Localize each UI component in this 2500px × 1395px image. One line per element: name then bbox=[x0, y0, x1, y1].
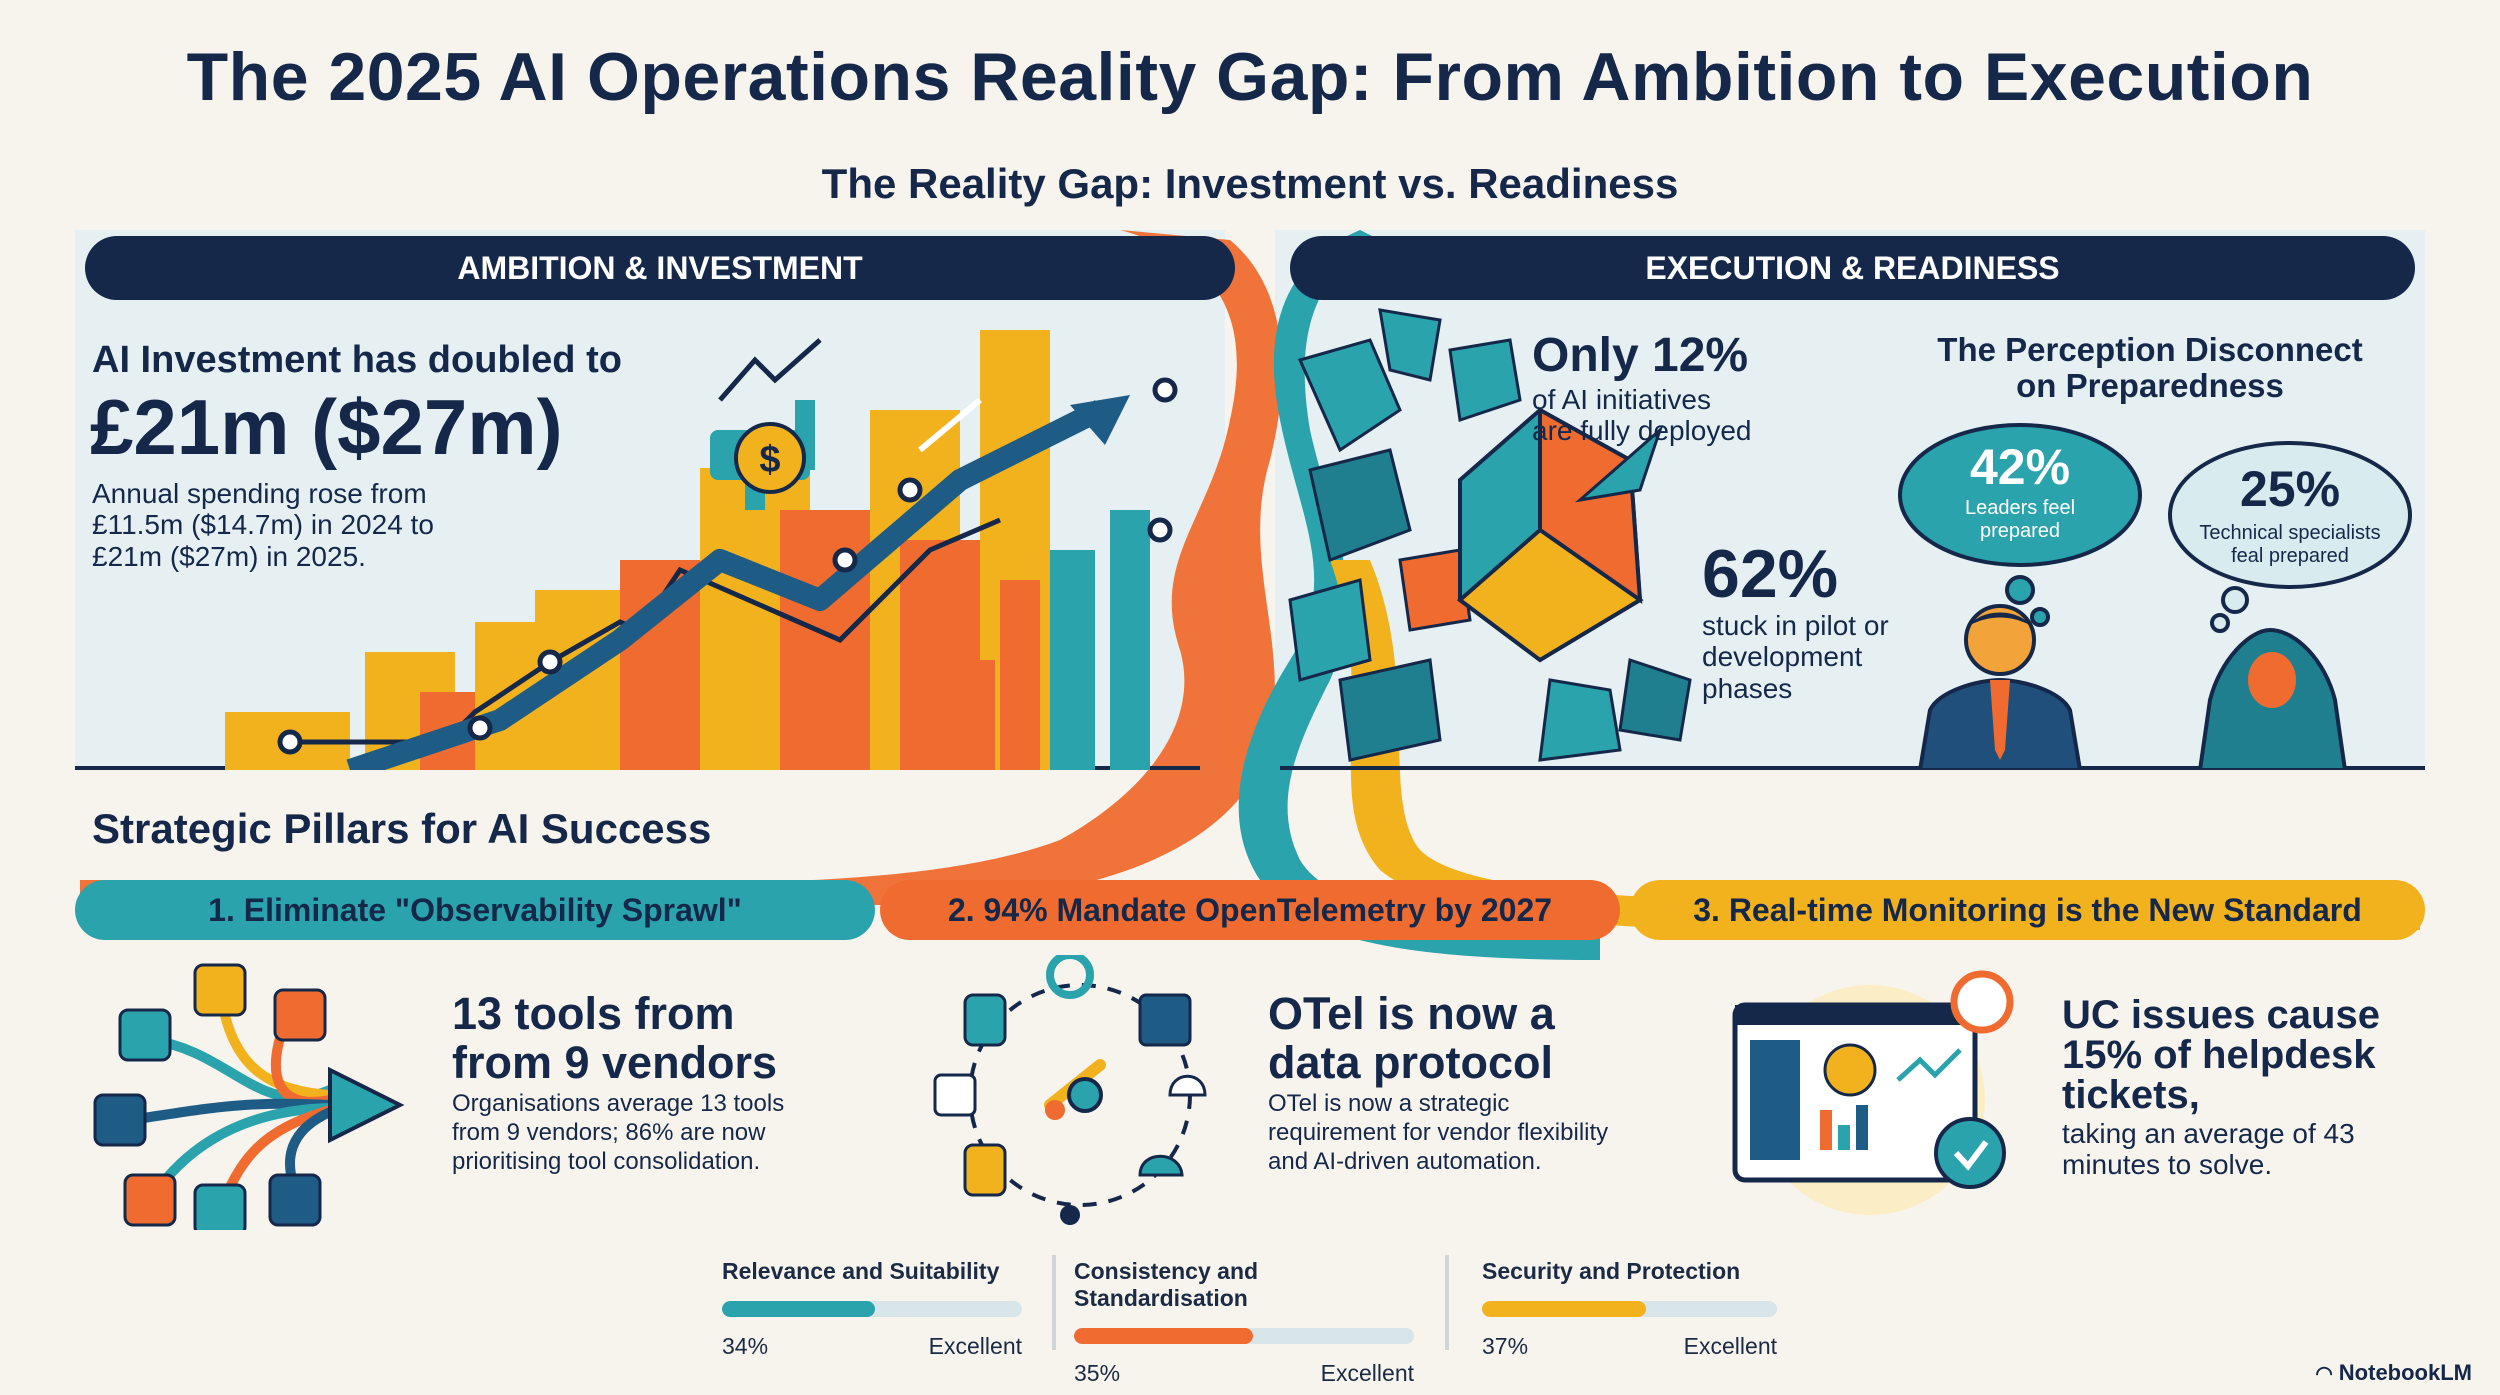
metric-bar-track bbox=[1074, 1328, 1414, 1344]
realtime-dashboard-icon bbox=[1732, 970, 2014, 1215]
metric-value: 34% bbox=[722, 1333, 769, 1359]
notebooklm-brand: ◠ NotebookLM bbox=[2315, 1360, 2472, 1385]
pillar-2-label: 2. 94% Mandate OpenTelemetry by 2027 bbox=[880, 880, 1620, 940]
metric-bar-track bbox=[722, 1301, 1022, 1317]
metric-label: Security and Protection bbox=[1482, 1258, 1741, 1284]
leaders-text: Leaders feel prepared bbox=[1964, 497, 2076, 542]
metric-rating: Excellent bbox=[928, 1333, 1022, 1359]
metric-bar-fill bbox=[1482, 1301, 1646, 1317]
leaders-value: 42% bbox=[1969, 439, 2071, 495]
metric-value: 37% bbox=[1482, 1333, 1529, 1359]
execution-banner: EXECUTION & READINESS bbox=[1290, 236, 2415, 300]
pillar-1-label: 1. Eliminate "Observability Sprawl" bbox=[75, 880, 875, 940]
investment-headline-small: AI Investment has doubled to bbox=[92, 339, 622, 381]
tool-sprawl-icon bbox=[93, 963, 405, 1230]
pilot-stat-text: stuck in pilot or development phases bbox=[1702, 610, 1889, 704]
svg-text:$: $ bbox=[759, 439, 780, 481]
subtitle: The Reality Gap: Investment vs. Readines… bbox=[821, 160, 1679, 207]
metric-divider bbox=[1445, 1255, 1449, 1350]
metric-rating: Excellent bbox=[1320, 1360, 1414, 1386]
people-figures bbox=[1917, 604, 2348, 770]
pillar-3-label: 3. Real-time Monitoring is the New Stand… bbox=[1630, 880, 2425, 940]
tech-text: Technical specialists feal prepared bbox=[2199, 522, 2381, 567]
metric-rating: Excellent bbox=[1683, 1333, 1777, 1359]
tech-value: 25% bbox=[2239, 461, 2341, 517]
opentelemetry-icon bbox=[933, 955, 1207, 1225]
thought-clouds bbox=[1898, 423, 2412, 633]
metric-consistency: Consistency and Standardisation 35% Exce… bbox=[1074, 1258, 1424, 1387]
shattered-cube-illustration bbox=[1288, 308, 1692, 762]
metric-bar-track bbox=[1482, 1301, 1777, 1317]
metric-bar-fill bbox=[1074, 1328, 1253, 1344]
metric-security: Security and Protection 37% Excellent bbox=[1482, 1258, 1777, 1360]
perception-title: The Perception Disconnect on Preparednes… bbox=[1937, 331, 2363, 405]
metric-label: Consistency and Standardisation bbox=[1074, 1258, 1259, 1311]
deployed-stat-value: Only 12% bbox=[1532, 329, 1749, 382]
metric-value: 35% bbox=[1074, 1360, 1121, 1386]
leader-icon bbox=[1917, 604, 2083, 770]
investment-body: Annual spending rose from £11.5m ($14.7m… bbox=[92, 478, 434, 572]
pilot-stat-value: 62% bbox=[1702, 536, 1839, 612]
pillar-2-headline: OTel is now a data protocol bbox=[1268, 988, 1555, 1088]
pillar-1-headline: 13 tools from from 9 vendors bbox=[452, 988, 778, 1088]
metric-label: Relevance and Suitability bbox=[722, 1258, 1000, 1284]
main-title: The 2025 AI Operations Reality Gap: From… bbox=[186, 39, 2314, 115]
deployed-stat-text: of AI initiatives are fully deployed bbox=[1532, 384, 1752, 447]
pillars-heading: Strategic Pillars for AI Success bbox=[92, 805, 712, 852]
pillar-1-body: Organisations average 13 tools from 9 ve… bbox=[452, 1090, 785, 1175]
metric-bar-fill bbox=[722, 1301, 875, 1317]
pillar-3-body: taking an average of 43 minutes to solve… bbox=[2062, 1118, 2355, 1181]
notebooklm-logo-icon: ◠ bbox=[2315, 1362, 2333, 1385]
metric-divider bbox=[1052, 1255, 1056, 1350]
technician-icon bbox=[2197, 627, 2348, 770]
pillar-2-body: OTel is now a strategic requirement for … bbox=[1268, 1090, 1609, 1175]
investment-growth-illustration: $ bbox=[225, 330, 1178, 770]
metric-relevance: Relevance and Suitability 34% Excellent bbox=[722, 1258, 1022, 1360]
investment-headline-big: £21m ($27m) bbox=[90, 383, 563, 471]
pillar-3-headline: UC issues cause 15% of helpdesk tickets, bbox=[2062, 993, 2380, 1117]
ambition-banner: AMBITION & INVESTMENT bbox=[85, 236, 1235, 300]
